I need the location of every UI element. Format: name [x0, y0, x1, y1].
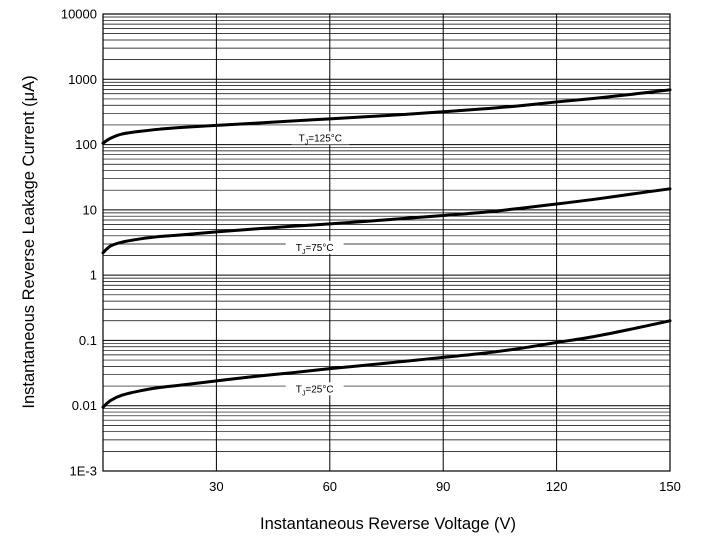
series-line — [101, 187, 672, 255]
series-line — [101, 88, 672, 145]
x-tick-label: 120 — [546, 479, 568, 494]
curve-label-text: TJ=25°C — [296, 384, 334, 397]
curve-label: TJ=75°C — [285, 240, 344, 256]
label-background — [285, 240, 344, 254]
y-tick-label: 100 — [75, 137, 97, 152]
y-tick-label: 1E-3 — [70, 464, 97, 479]
x-tick-label: 90 — [436, 479, 450, 494]
curve-labels: TJ=125°C TJ=75°C TJ=25°C — [285, 131, 350, 397]
tick-labels: 1E-3 0.01 0.1 1 10 100 1000 10000 30 60 90 120 150 — [61, 7, 681, 495]
y-tick-label: 10000 — [61, 7, 97, 22]
y-tick-label: 10 — [83, 202, 97, 217]
x-tick-label: 60 — [323, 479, 337, 494]
grid — [102, 13, 671, 472]
y-tick-label: 1000 — [68, 72, 97, 87]
curve-label-text: TJ=125°C — [299, 133, 342, 146]
curves — [101, 88, 672, 409]
curve-label: TJ=25°C — [285, 382, 344, 397]
x-axis-title: Instantaneous Reverse Voltage (V) — [260, 515, 516, 533]
curve-label: TJ=125°C — [291, 131, 350, 146]
plot-frame — [102, 13, 671, 472]
label-background — [291, 131, 350, 145]
x-tick-label: 150 — [659, 479, 681, 494]
y-tick-label: 0.01 — [72, 398, 97, 413]
curve-label-text: TJ=75°C — [296, 243, 334, 256]
x-tick-label: 30 — [209, 479, 223, 494]
label-background — [285, 382, 344, 396]
y-tick-label: 0.1 — [79, 333, 97, 348]
y-axis-title: Instantaneous Reverse Leakage Current (μ… — [20, 75, 38, 408]
series-line — [101, 319, 672, 409]
y-tick-label: 1 — [90, 268, 97, 283]
